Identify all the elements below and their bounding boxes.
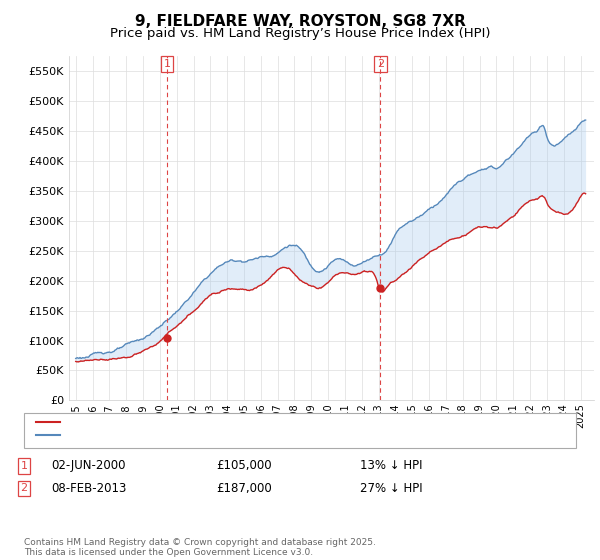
Text: Contains HM Land Registry data © Crown copyright and database right 2025.
This d: Contains HM Land Registry data © Crown c… xyxy=(24,538,376,557)
Text: 02-JUN-2000: 02-JUN-2000 xyxy=(51,459,125,473)
Text: 1: 1 xyxy=(20,461,28,471)
Text: 1: 1 xyxy=(163,59,170,69)
Text: 2: 2 xyxy=(20,483,28,493)
Text: HPI: Average price, semi-detached house, North Hertfordshire: HPI: Average price, semi-detached house,… xyxy=(69,430,392,440)
Text: £105,000: £105,000 xyxy=(216,459,272,473)
Text: 9, FIELDFARE WAY, ROYSTON, SG8 7XR (semi-detached house): 9, FIELDFARE WAY, ROYSTON, SG8 7XR (semi… xyxy=(69,417,395,427)
Text: 08-FEB-2013: 08-FEB-2013 xyxy=(51,482,127,495)
Text: 13% ↓ HPI: 13% ↓ HPI xyxy=(360,459,422,473)
Text: 2: 2 xyxy=(377,59,384,69)
Text: £187,000: £187,000 xyxy=(216,482,272,495)
Text: Price paid vs. HM Land Registry’s House Price Index (HPI): Price paid vs. HM Land Registry’s House … xyxy=(110,27,490,40)
Text: 27% ↓ HPI: 27% ↓ HPI xyxy=(360,482,422,495)
Text: 9, FIELDFARE WAY, ROYSTON, SG8 7XR: 9, FIELDFARE WAY, ROYSTON, SG8 7XR xyxy=(134,14,466,29)
